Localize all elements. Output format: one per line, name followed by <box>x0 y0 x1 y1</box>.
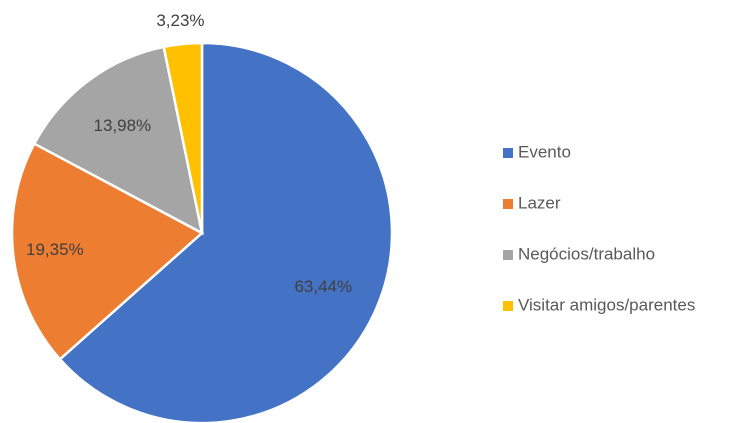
legend-swatch <box>503 301 513 311</box>
data-label: 3,23% <box>156 11 204 30</box>
pie-slice <box>162 41 204 234</box>
pie-slice <box>32 45 204 236</box>
pie-slice <box>10 141 205 361</box>
legend-swatch <box>503 250 513 260</box>
legend-label: Evento <box>518 142 571 161</box>
legend-swatch <box>503 199 513 209</box>
data-label: 13,98% <box>94 116 152 135</box>
pie-slice <box>58 41 394 423</box>
legend-swatch <box>503 148 513 158</box>
data-label: 63,44% <box>294 277 352 296</box>
data-label: 19,35% <box>26 240 84 259</box>
legend-label: Lazer <box>518 193 561 212</box>
legend-label: Visitar amigos/parentes <box>518 295 695 314</box>
legend-label: Negócios/trabalho <box>518 244 655 263</box>
